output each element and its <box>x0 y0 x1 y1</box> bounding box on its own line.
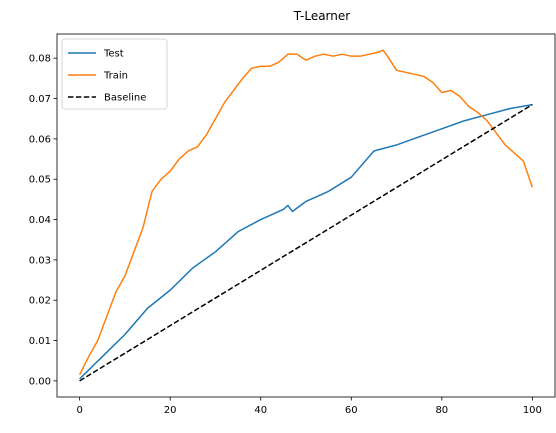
x-tick-label: 40 <box>254 405 267 416</box>
x-tick-label: 100 <box>523 405 542 416</box>
y-tick-label: 0.07 <box>29 94 51 105</box>
x-tick-label: 20 <box>164 405 177 416</box>
y-tick-label: 0.01 <box>29 336 51 347</box>
y-tick-label: 0.00 <box>29 376 51 387</box>
y-tick-label: 0.04 <box>29 215 51 226</box>
y-tick-label: 0.02 <box>29 296 51 307</box>
x-tick-label: 60 <box>345 405 358 416</box>
y-axis: 0.00 0.01 0.02 0.03 0.04 0.05 0.06 0.07 0.08 <box>29 54 57 387</box>
x-axis: 0 20 40 60 80 100 <box>76 397 542 416</box>
legend-frame <box>61 38 168 110</box>
legend-label: Test <box>103 49 124 60</box>
series-line-baseline <box>79 103 533 382</box>
y-tick-label: 0.03 <box>29 255 51 266</box>
y-tick-label: 0.06 <box>29 134 51 145</box>
series-line-test <box>79 103 533 380</box>
legend: Test Train Baseline <box>61 38 168 110</box>
legend-label: Baseline <box>104 93 146 104</box>
y-tick-label: 0.05 <box>29 175 51 186</box>
chart-title: T-Learner <box>293 9 350 23</box>
x-tick-label: 80 <box>435 405 448 416</box>
axes-frame <box>56 33 556 398</box>
y-tick-label: 0.08 <box>29 54 51 65</box>
series-layer <box>78 49 534 382</box>
series-line-train <box>78 49 534 376</box>
x-tick-label: 0 <box>76 405 82 416</box>
legend-label: Train <box>103 71 128 82</box>
